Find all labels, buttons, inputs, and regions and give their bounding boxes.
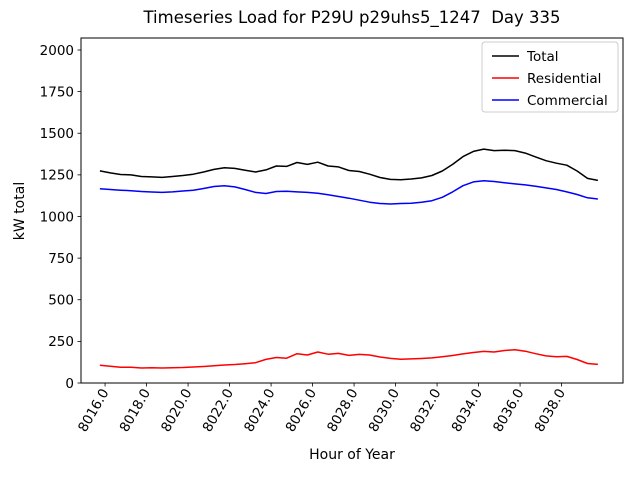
x-axis-label: Hour of Year bbox=[309, 447, 395, 463]
x-tick-label: 8020.0 bbox=[158, 386, 195, 435]
x-tick-label: 8036.0 bbox=[490, 386, 527, 435]
x-tick-label: 8026.0 bbox=[283, 386, 320, 435]
series-line-residential bbox=[99, 348, 598, 369]
x-tick-label: 8018.0 bbox=[117, 386, 154, 435]
x-tick-label: 8030.0 bbox=[366, 386, 403, 435]
series-line-total bbox=[99, 148, 599, 182]
y-tick-label: 0 bbox=[65, 376, 74, 392]
x-tick-label: 8016.0 bbox=[75, 386, 112, 435]
y-tick-label: 1000 bbox=[40, 209, 74, 225]
y-tick-label: 2000 bbox=[40, 43, 74, 59]
legend-label-residential: Residential bbox=[527, 71, 601, 87]
x-tick-label: 8024.0 bbox=[241, 386, 278, 435]
y-tick-label: 500 bbox=[48, 293, 74, 309]
y-tick-label: 250 bbox=[48, 334, 74, 350]
x-tick-label: 8028.0 bbox=[324, 386, 361, 435]
y-tick-label: 1500 bbox=[40, 126, 74, 142]
chart-title: Timeseries Load for P29U p29uhs5_1247 Da… bbox=[142, 8, 560, 28]
y-tick-label: 1750 bbox=[40, 84, 74, 100]
y-tick-label: 750 bbox=[48, 251, 74, 267]
x-tick-label: 8034.0 bbox=[449, 386, 486, 435]
y-axis-label: kW total bbox=[12, 182, 28, 240]
x-tick-label: 8022.0 bbox=[200, 386, 237, 435]
legend-box bbox=[481, 41, 619, 113]
legend-label-total: Total bbox=[526, 49, 559, 65]
x-tick-label: 8032.0 bbox=[407, 386, 444, 435]
axes-spines bbox=[80, 37, 624, 384]
legend-label-commercial: Commercial bbox=[527, 93, 608, 109]
series-line-commercial bbox=[99, 179, 598, 205]
y-tick-label: 1250 bbox=[40, 168, 74, 184]
x-tick-label: 8038.0 bbox=[532, 386, 569, 435]
